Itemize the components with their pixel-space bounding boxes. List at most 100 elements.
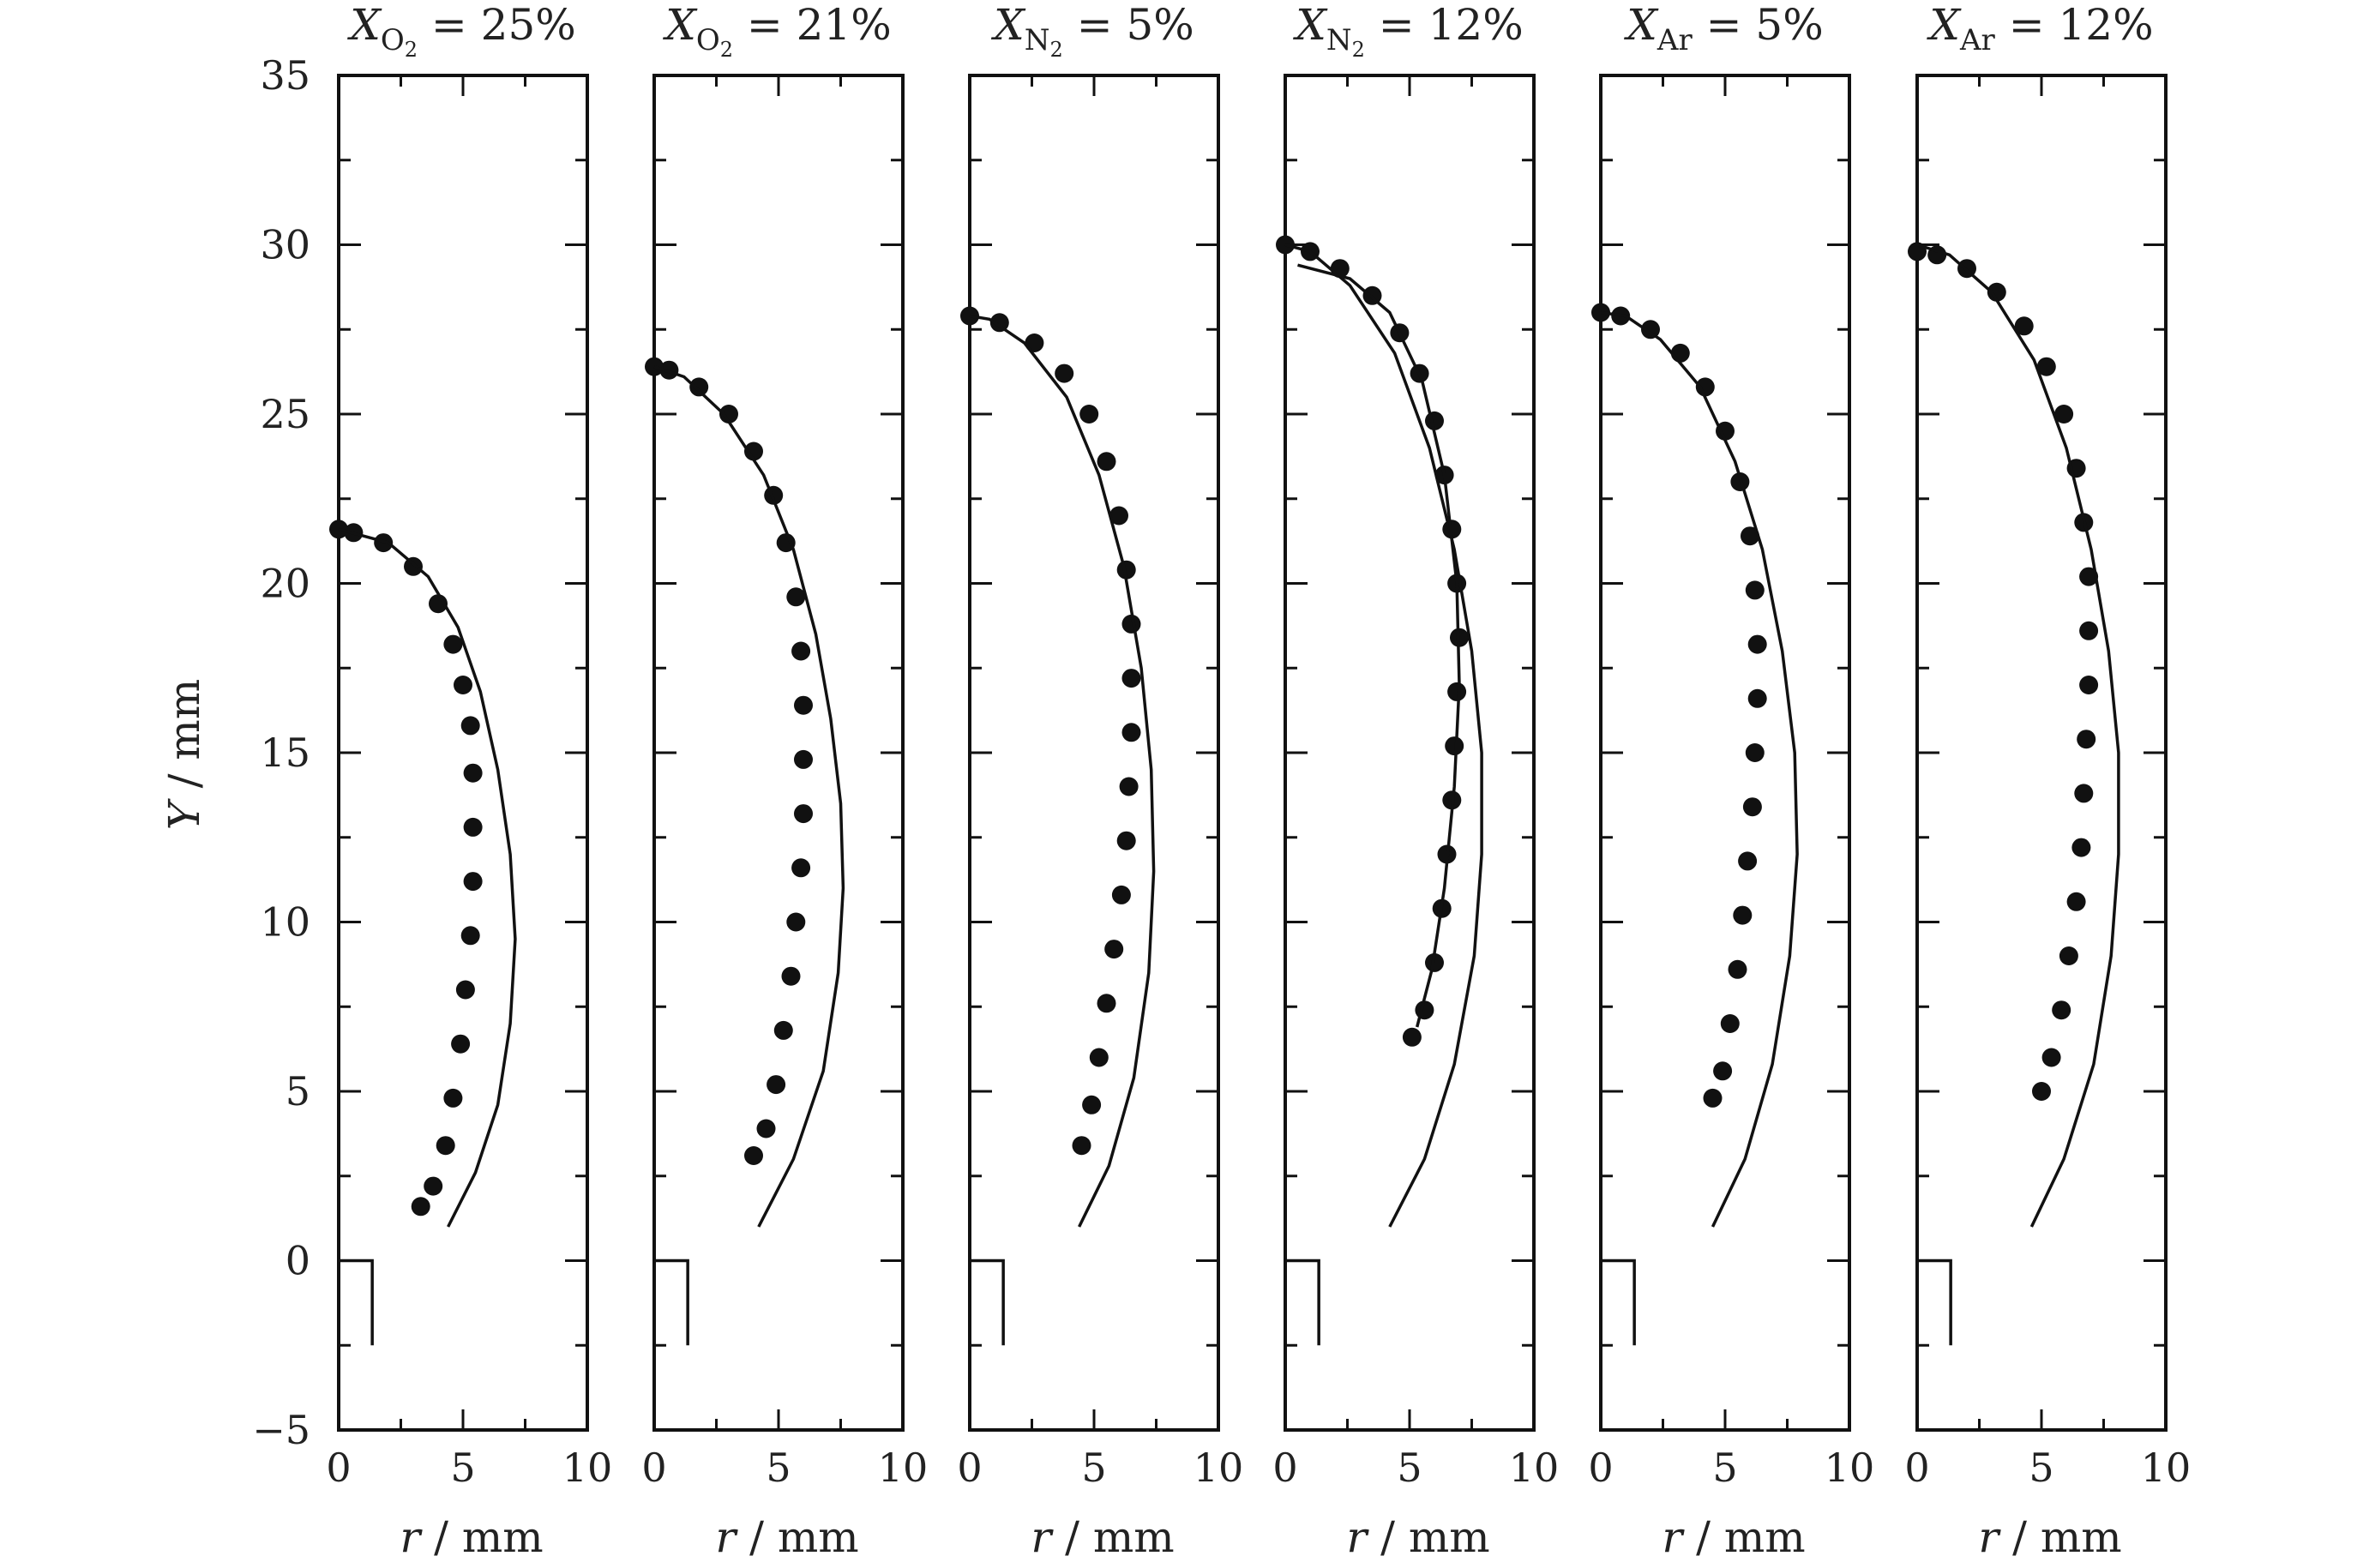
x-tick-label: 10 bbox=[1194, 1445, 1244, 1491]
data-point bbox=[1733, 905, 1753, 925]
data-point bbox=[2066, 892, 2086, 911]
x-tick-label: 0 bbox=[1904, 1445, 1929, 1491]
data-point bbox=[1109, 506, 1128, 526]
data-point bbox=[794, 695, 813, 715]
data-point bbox=[463, 872, 483, 892]
data-point bbox=[773, 1020, 793, 1040]
data-point bbox=[1742, 797, 1762, 817]
data-point bbox=[719, 405, 738, 424]
y-tick-label: 15 bbox=[260, 730, 310, 776]
panel-frame bbox=[652, 74, 905, 1432]
y-tick-label: 20 bbox=[260, 561, 310, 607]
data-point bbox=[1116, 560, 1136, 580]
data-point bbox=[1097, 452, 1116, 472]
series-line bbox=[1284, 243, 1483, 1228]
data-point bbox=[2032, 1082, 2051, 1101]
x-axis-label: r / mm bbox=[1031, 1512, 1174, 1562]
data-point bbox=[1104, 940, 1124, 959]
data-point bbox=[2077, 730, 2096, 749]
data-point bbox=[786, 912, 806, 932]
panel-3: 0 5 10 r / mm XN2 = 5% bbox=[957, 0, 1243, 1562]
data-point bbox=[460, 926, 480, 946]
data-point bbox=[455, 980, 475, 1000]
data-point bbox=[744, 1146, 763, 1165]
data-point bbox=[2071, 838, 2091, 857]
panel-4: 0 5 10 r / mm XN2 = 12% bbox=[1272, 0, 1559, 1562]
data-point bbox=[1119, 777, 1139, 796]
panels: 0 5 10 r / mm XO2 = 25% 0 5 10 r / mm XO2 = 21% 0 5… bbox=[252, 0, 2191, 1562]
data-point bbox=[1089, 1048, 1109, 1067]
panel-title: XN2 = 5% bbox=[990, 0, 1194, 62]
data-point bbox=[689, 377, 709, 397]
data-point bbox=[791, 641, 811, 661]
panel-6: 0 5 10 r / mm XAr = 12% bbox=[1904, 0, 2191, 1562]
nozzle-outline bbox=[1285, 1259, 1320, 1346]
data-point bbox=[443, 1088, 463, 1108]
data-point bbox=[1741, 526, 1759, 546]
data-point bbox=[411, 1197, 430, 1217]
panel-1: 0 5 10 r / mm XO2 = 25% bbox=[326, 0, 612, 1562]
panel-frame bbox=[337, 74, 589, 1432]
nozzle-outline bbox=[1917, 1259, 1952, 1346]
data-point bbox=[1713, 1061, 1733, 1081]
data-point bbox=[2079, 676, 2099, 694]
data-point bbox=[1728, 959, 1747, 979]
data-point bbox=[451, 1034, 471, 1054]
panel-title: XN2 = 12% bbox=[1292, 0, 1523, 62]
data-point bbox=[2054, 405, 2074, 424]
y-tick-label: 10 bbox=[260, 899, 310, 946]
data-point bbox=[794, 804, 813, 824]
panel-2: 0 5 10 r / mm XO2 = 21% bbox=[641, 0, 928, 1562]
data-point bbox=[2074, 784, 2094, 803]
y-tick-label: 5 bbox=[286, 1068, 310, 1114]
nozzle-outline bbox=[654, 1259, 689, 1346]
data-point bbox=[443, 634, 463, 654]
data-point bbox=[781, 966, 801, 986]
data-point bbox=[1121, 723, 1141, 742]
data-point bbox=[791, 858, 811, 878]
data-point bbox=[1745, 580, 1765, 600]
data-point bbox=[1111, 885, 1131, 904]
data-point bbox=[1055, 363, 1074, 383]
x-tick-label: 5 bbox=[1712, 1445, 1737, 1491]
data-point bbox=[1121, 669, 1141, 688]
x-tick-label: 0 bbox=[1588, 1445, 1613, 1491]
data-point bbox=[436, 1136, 455, 1156]
x-axis-label: r / mm bbox=[1346, 1512, 1489, 1562]
x-tick-label: 10 bbox=[1509, 1445, 1560, 1491]
data-point bbox=[1747, 688, 1767, 708]
data-point bbox=[776, 533, 796, 553]
x-axis-label: r / mm bbox=[400, 1512, 543, 1562]
x-tick-label: 5 bbox=[2029, 1445, 2053, 1491]
data-point bbox=[1447, 682, 1467, 701]
data-point bbox=[756, 1119, 776, 1138]
data-point bbox=[786, 587, 806, 607]
data-point bbox=[1402, 1027, 1422, 1047]
panel-5: 0 5 10 r / mm XAr = 5% bbox=[1588, 0, 1874, 1562]
data-point bbox=[1987, 282, 2006, 302]
x-tick-label: 5 bbox=[450, 1445, 475, 1491]
series-line bbox=[1916, 243, 2120, 1228]
panel-frame bbox=[1284, 74, 1536, 1432]
data-point bbox=[2041, 1048, 2061, 1067]
y-tick-labels: 35 30 25 20 15 10 5 0 −5 bbox=[252, 52, 310, 1453]
data-point bbox=[767, 1075, 786, 1095]
data-point bbox=[2079, 621, 2099, 640]
panel-title: XAr = 12% bbox=[1926, 0, 2153, 57]
panel-frame bbox=[968, 74, 1220, 1432]
nozzle-outline bbox=[339, 1259, 374, 1346]
y-tick-label: 35 bbox=[260, 52, 310, 99]
x-tick-label: 10 bbox=[562, 1445, 613, 1491]
x-tick-label: 0 bbox=[957, 1445, 982, 1491]
series-line bbox=[1297, 263, 1461, 1028]
data-point bbox=[460, 716, 480, 736]
y-tick-label: −5 bbox=[252, 1407, 310, 1453]
nozzle-outline bbox=[970, 1259, 1005, 1346]
data-point bbox=[1641, 320, 1660, 339]
data-point bbox=[1082, 1095, 1102, 1114]
data-point bbox=[1747, 634, 1767, 654]
x-tick-label: 10 bbox=[878, 1445, 929, 1491]
x-tick-label: 0 bbox=[326, 1445, 351, 1491]
data-point bbox=[1716, 421, 1735, 441]
